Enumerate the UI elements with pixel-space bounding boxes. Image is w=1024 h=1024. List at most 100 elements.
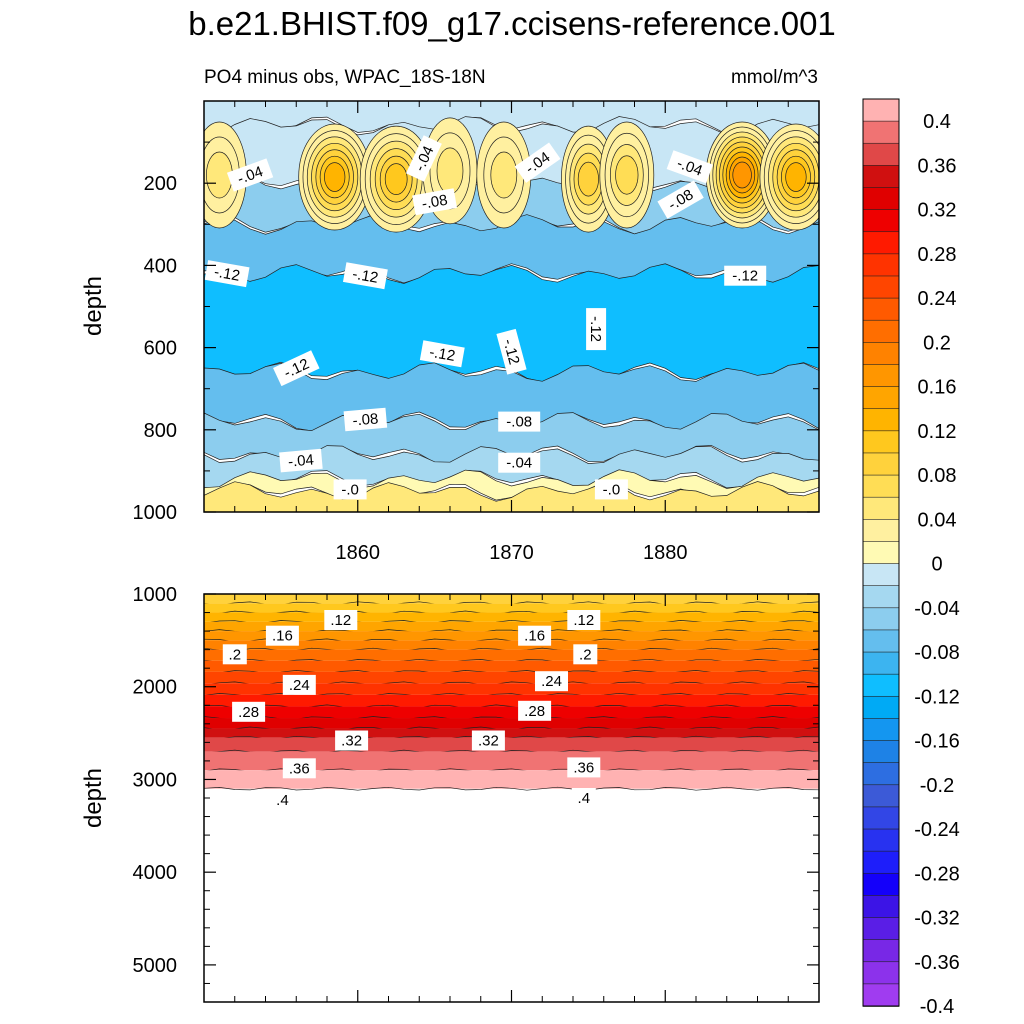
colorbar-swatch bbox=[862, 319, 900, 344]
y-tick-label: 5000 bbox=[133, 955, 178, 977]
y-tick-label: 1000 bbox=[133, 502, 178, 524]
colorbar-tick-label: 0.16 bbox=[918, 377, 957, 399]
contour-label: .24 bbox=[282, 674, 316, 695]
contour-label-box bbox=[226, 158, 274, 192]
contour-label: .28 bbox=[518, 700, 552, 721]
colorbar-tick-label: -0.4 bbox=[920, 996, 954, 1018]
upper-panel: -.04-.04 -.04 -.04-.08 -.08-.12 -.12 -.12-.12… bbox=[80, 100, 820, 564]
contour-label-text: .28 bbox=[238, 704, 259, 721]
x-tick-label: 1870 bbox=[489, 542, 534, 564]
contour-label-box bbox=[496, 328, 527, 375]
contour-label: -.08 bbox=[657, 180, 704, 219]
warm-spot-contour bbox=[615, 155, 639, 195]
upper-contour-fill bbox=[204, 101, 819, 512]
contour-band bbox=[204, 621, 819, 632]
contour-label: -.0 bbox=[594, 479, 628, 500]
contour-label-box bbox=[282, 674, 316, 695]
colorbar-swatch bbox=[862, 983, 900, 1007]
contour-label: .36 bbox=[567, 757, 601, 778]
contour-label-box bbox=[498, 452, 541, 473]
colorbar-tick-label: -0.12 bbox=[914, 686, 960, 708]
contour-label-box bbox=[471, 730, 505, 751]
colorbar-swatch bbox=[862, 364, 900, 388]
contour-label-text: -.0 bbox=[603, 481, 621, 498]
colorbar-swatch bbox=[862, 740, 900, 764]
warm-spot-contour bbox=[577, 161, 599, 197]
subtitle-right: mmol/m^3 bbox=[731, 67, 818, 88]
colorbar-swatch bbox=[862, 142, 900, 167]
contour-label-box bbox=[333, 479, 367, 500]
contour-label-box bbox=[535, 671, 568, 692]
colorbar-tick-label: -0.28 bbox=[914, 863, 960, 885]
colorbar-tick-label: 0.08 bbox=[918, 465, 957, 487]
contour-label-box bbox=[518, 625, 552, 646]
colorbar-swatch bbox=[862, 828, 900, 852]
colorbar-swatch bbox=[862, 563, 900, 587]
contour-label-text: -.12 bbox=[499, 337, 522, 366]
colorbar-tick-label: -0.04 bbox=[914, 598, 960, 620]
contour-label-box bbox=[405, 135, 442, 182]
contour-label-box bbox=[419, 340, 465, 368]
contour-label-box bbox=[586, 308, 607, 351]
contour-label-text: .32 bbox=[478, 733, 499, 750]
colorbar-tick-label: -0.36 bbox=[914, 952, 960, 974]
colorbar-swatch bbox=[862, 695, 900, 720]
figure-title: b.e21.BHIST.f09_g17.ccisens-reference.00… bbox=[188, 5, 836, 42]
contour-label-text: .32 bbox=[341, 733, 362, 750]
contour-label-text: .2 bbox=[579, 646, 592, 663]
contour-label-box bbox=[282, 758, 316, 779]
contour-band bbox=[204, 649, 819, 661]
colorbar-frame bbox=[862, 98, 900, 1007]
contour-label: .2 bbox=[573, 644, 598, 665]
colorbar-tick-label: 0.12 bbox=[918, 421, 957, 443]
contour-label: .28 bbox=[232, 701, 266, 722]
contour-label: -.08 bbox=[498, 411, 541, 432]
colorbar-swatch bbox=[862, 607, 900, 631]
y-tick-label: 3000 bbox=[133, 769, 178, 791]
contour-label: .16 bbox=[518, 625, 552, 646]
colorbar-tick-label: 0.32 bbox=[918, 200, 957, 222]
colorbar-swatch bbox=[862, 275, 900, 299]
contour-label: -.12 bbox=[342, 262, 388, 290]
contour-label-text: .24 bbox=[541, 673, 562, 690]
contour-label-text: -.04 bbox=[506, 455, 532, 472]
colorbar-swatch bbox=[862, 961, 900, 985]
colorbar-tick-label: -0.2 bbox=[920, 775, 954, 797]
warm-spot-contour bbox=[732, 161, 752, 189]
y-tick-label: 200 bbox=[144, 173, 177, 195]
contour-label: -.08 bbox=[343, 407, 388, 432]
contour-label-text: -.12 bbox=[732, 268, 758, 285]
contour-label-box bbox=[343, 407, 388, 432]
contour-label-box bbox=[657, 180, 704, 219]
colorbar-swatch bbox=[862, 408, 900, 432]
colorbar-swatch bbox=[862, 917, 900, 941]
contour-label-text: .12 bbox=[330, 612, 351, 629]
contour-label: .32 bbox=[471, 730, 505, 751]
contour-label-box bbox=[279, 448, 323, 473]
colorbar-swatch bbox=[862, 297, 900, 322]
contour-band bbox=[204, 706, 819, 719]
contour-label: .24 bbox=[535, 671, 568, 692]
colorbar-swatch bbox=[862, 187, 900, 211]
contour-label-box bbox=[265, 625, 299, 646]
colorbar-tick-label: 0 bbox=[931, 554, 942, 576]
contour-label: .12 bbox=[324, 610, 358, 630]
lower-y-axis-label: depth bbox=[80, 768, 107, 828]
lower-contour-labels: .12 .12 .16 .16 .2 .2 .24 .24 .28 .28 .32 .32 .36 .36… bbox=[222, 610, 601, 810]
contour-band bbox=[204, 640, 819, 650]
x-tick-label: 1880 bbox=[643, 542, 688, 564]
contour-label-box bbox=[335, 730, 369, 751]
lower-axes: 1000 2000 3000 4000 5000 bbox=[133, 584, 819, 1002]
contour-label-box bbox=[342, 262, 388, 290]
contour-label-text: .16 bbox=[272, 628, 293, 645]
warm-spot-contour bbox=[490, 151, 518, 199]
colorbar-swatch bbox=[862, 850, 900, 875]
warm-spot-contour bbox=[785, 162, 807, 192]
contour-label-box bbox=[270, 789, 295, 810]
contour-label-text: .2 bbox=[229, 646, 242, 663]
colorbar-tick-label: 0.28 bbox=[918, 244, 957, 266]
colorbar-swatch bbox=[862, 120, 900, 145]
colorbar-tick-label: 0.36 bbox=[918, 155, 957, 177]
subtitle-left: PO4 minus obs, WPAC_18S-18N bbox=[204, 67, 486, 88]
contour-label: -.12 bbox=[586, 308, 607, 351]
